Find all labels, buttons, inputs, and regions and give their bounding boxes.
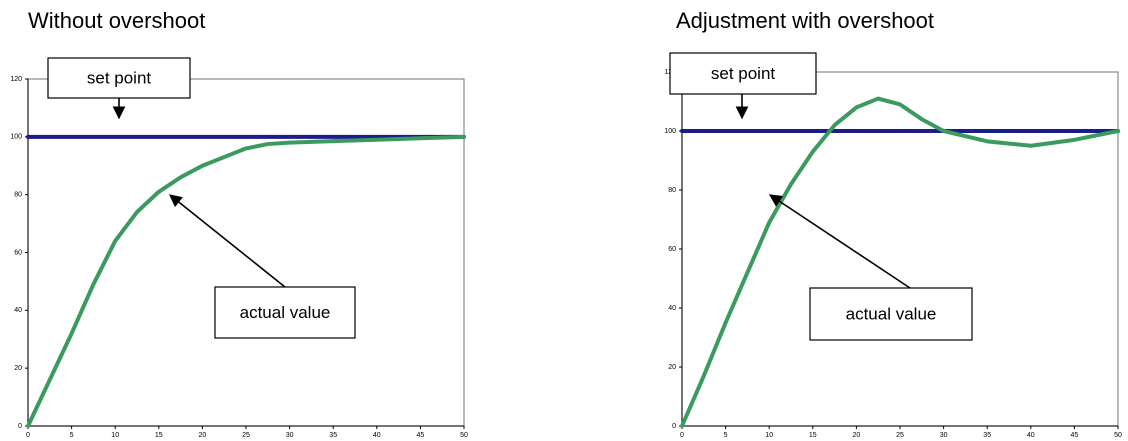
y-tick-label: 80: [14, 192, 22, 199]
x-tick-label: 20: [199, 432, 207, 439]
annotation-arrow: [768, 194, 911, 289]
x-tick-label: 5: [70, 432, 74, 439]
annotation-box: [669, 52, 817, 95]
x-tick-label: 50: [460, 432, 468, 439]
annotation-box: [809, 287, 973, 341]
y-tick-label: 100: [10, 134, 22, 141]
series-line: [680, 96, 1120, 428]
y-tick-label: 20: [14, 365, 22, 372]
x-tick-label: 10: [765, 432, 773, 439]
y-tick-label: 80: [668, 187, 676, 194]
x-tick-label: 25: [896, 432, 904, 439]
x-tick-label: 25: [242, 432, 250, 439]
x-tick-label: 10: [111, 432, 119, 439]
annotation-box: [214, 286, 356, 339]
x-tick-label: 45: [1071, 432, 1079, 439]
x-tick-label: 40: [373, 432, 381, 439]
y-tick-label: 40: [668, 305, 676, 312]
x-tick-label: 20: [853, 432, 861, 439]
annotation-arrow: [169, 194, 286, 288]
y-tick-label: 100: [664, 128, 676, 135]
series-line: [26, 134, 466, 428]
x-tick-label: 30: [286, 432, 294, 439]
y-tick-label: 60: [14, 249, 22, 256]
annotation-text: set point: [711, 64, 776, 83]
x-tick-label: 40: [1027, 432, 1035, 439]
y-tick-label: 40: [14, 307, 22, 314]
annotation-text: actual value: [240, 303, 331, 322]
x-tick-label: 15: [809, 432, 817, 439]
x-tick-label: 35: [983, 432, 991, 439]
y-tick-label: 0: [18, 423, 22, 430]
x-tick-label: 45: [417, 432, 425, 439]
annotation-text: actual value: [846, 304, 937, 323]
plot-frame: [27, 78, 465, 427]
x-tick-label: 0: [26, 432, 30, 439]
y-tick-label: 0: [672, 423, 676, 430]
y-tick-label: 20: [668, 364, 676, 371]
x-tick-label: 5: [724, 432, 728, 439]
y-tick-label: 60: [668, 246, 676, 253]
annotation-box: [47, 57, 191, 99]
x-tick-label: 35: [329, 432, 337, 439]
x-tick-label: 15: [155, 432, 163, 439]
y-tick-label: 120: [10, 76, 22, 83]
x-tick-label: 30: [940, 432, 948, 439]
chart-title: Adjustment with overshoot: [676, 8, 934, 33]
x-tick-label: 50: [1114, 432, 1122, 439]
chart-title: Without overshoot: [28, 8, 205, 33]
annotation-text: set point: [87, 68, 152, 87]
x-tick-label: 0: [680, 432, 684, 439]
plot-frame: [681, 71, 1119, 427]
